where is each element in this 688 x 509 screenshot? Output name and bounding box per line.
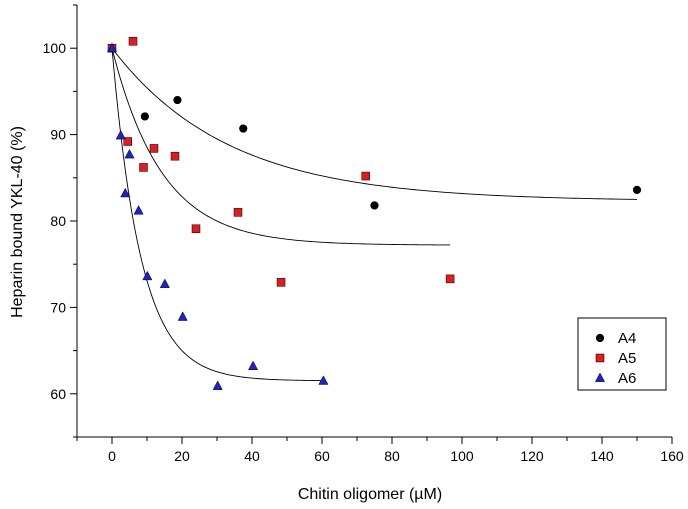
x-tick-label: 40 [244, 448, 260, 464]
data-point-a6 [212, 380, 223, 390]
x-tick-label: 20 [174, 448, 190, 464]
data-point-a4 [140, 112, 149, 121]
data-point-a6 [248, 360, 259, 371]
data-point-a6 [106, 42, 118, 53]
fit-curves [111, 47, 638, 382]
data-point-a5 [128, 37, 138, 46]
y-axis-title: Heparin bound YKL-40 (%) [9, 126, 26, 318]
data-point-a5 [276, 278, 286, 287]
x-axis-title: Chitin oligomer (µM) [298, 486, 442, 503]
data-point-a5 [139, 163, 148, 172]
legend-marker-a4 [595, 333, 605, 343]
legend: A4 A5 A6 [577, 317, 667, 391]
y-tick-label: 80 [50, 213, 66, 229]
x-tick-label: 120 [520, 448, 544, 464]
x-tick-label: 100 [450, 448, 474, 464]
data-point-a6 [177, 311, 188, 321]
y-tick-label: 60 [50, 386, 66, 402]
fit-curve-a6 [111, 48, 324, 382]
legend-marker-a5 [595, 353, 605, 363]
legend-box [577, 317, 667, 391]
data-point-a4 [173, 95, 182, 105]
data-point-a5 [191, 224, 201, 234]
data-points [106, 37, 642, 390]
x-tick-label: 0 [108, 448, 116, 464]
data-point-a6 [142, 270, 153, 281]
data-point-a6 [318, 375, 329, 385]
legend-label-a6: A6 [618, 370, 636, 387]
data-point-a5 [149, 144, 159, 153]
x-tick-label: 160 [660, 448, 684, 464]
x-tick-label: 60 [314, 448, 330, 464]
data-point-a5 [170, 151, 180, 161]
data-point-a5 [445, 274, 455, 284]
data-point-a6 [159, 278, 170, 288]
y-tick-label: 100 [43, 40, 67, 56]
data-point-a6 [124, 148, 135, 159]
data-point-a6 [133, 205, 144, 215]
data-point-a5 [361, 171, 370, 181]
data-point-a5 [123, 137, 132, 146]
data-point-a6 [120, 187, 131, 198]
y-tick-label: 90 [50, 127, 66, 143]
data-point-a5 [233, 208, 243, 217]
legend-marker-a6 [594, 372, 606, 382]
x-tick-label: 140 [590, 448, 614, 464]
legend-label-a4: A4 [618, 330, 636, 347]
y-tick-label: 70 [50, 299, 66, 315]
fit-curve-a4 [111, 47, 638, 200]
fit-curve-a5 [111, 48, 451, 246]
data-point-a4 [632, 185, 642, 194]
data-point-a4 [370, 201, 379, 210]
data-point-a4 [239, 124, 248, 133]
data-point-a6 [115, 129, 126, 140]
axes: 60 70 80 90 100 0 20 40 60 80 100 120 140 160 [43, 4, 684, 464]
x-tick-label: 80 [384, 448, 400, 464]
legend-label-a5: A5 [618, 350, 636, 367]
